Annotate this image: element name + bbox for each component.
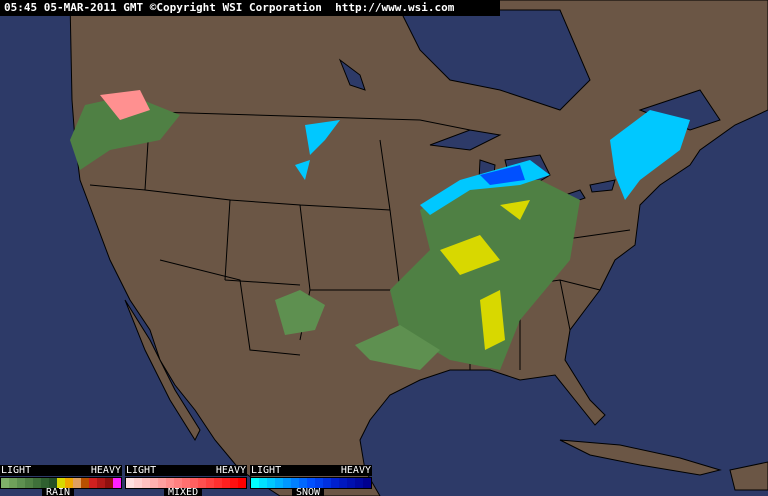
legend-swatch: [89, 478, 97, 488]
legend-title: RAIN: [42, 488, 75, 496]
legend-swatch: [25, 478, 33, 488]
legend-swatch: [158, 478, 166, 488]
legend-swatch: [41, 478, 49, 488]
legend-color-scale: [0, 477, 122, 489]
legend-swatch: [251, 478, 259, 488]
legend-swatch: [267, 478, 275, 488]
legend-swatch: [323, 478, 331, 488]
legend-swatch: [315, 478, 323, 488]
legend-swatch: [142, 478, 150, 488]
precipitation: [70, 90, 690, 370]
timestamp: 05:45 05-MAR-2011 GMT: [4, 1, 144, 14]
legend-swatch: [9, 478, 17, 488]
legend-swatch: [238, 478, 246, 488]
legend-swatch: [198, 478, 206, 488]
legend-swatch: [291, 478, 299, 488]
legend-swatch: [299, 478, 307, 488]
legend-swatch: [307, 478, 315, 488]
legend-swatch: [65, 478, 73, 488]
legend-swatch: [49, 478, 57, 488]
copyright: ©Copyright WSI Corporation: [149, 1, 322, 14]
legend-swatch: [230, 478, 238, 488]
legend-swatch: [73, 478, 81, 488]
legend-light-label: LIGHT: [126, 465, 157, 476]
legend-swatch: [355, 478, 363, 488]
legend-swatch: [126, 478, 134, 488]
legend-swatch: [166, 478, 174, 488]
legend-swatch: [347, 478, 355, 488]
legend-swatch: [182, 478, 190, 488]
legend-light-label: LIGHT: [1, 465, 32, 476]
legend-swatch: [150, 478, 158, 488]
lakes: [338, 9, 721, 213]
legend-light-label: LIGHT: [251, 465, 282, 476]
legend-heavy-label: HEAVY: [90, 465, 121, 476]
landmass: [69, 0, 768, 496]
legend-color-scale: [125, 477, 247, 489]
legend-heavy-label: HEAVY: [340, 465, 371, 476]
legend-swatch: [33, 478, 41, 488]
legend-swatch: [283, 478, 291, 488]
legend-swatch: [57, 478, 65, 488]
legend-swatch: [190, 478, 198, 488]
timestamp-header: 05:45 05-MAR-2011 GMT ©Copyright WSI Cor…: [0, 0, 500, 16]
legend-swatch: [97, 478, 105, 488]
legend-swatch: [259, 478, 267, 488]
legend-rain: LIGHT HEAVY RAIN: [0, 465, 122, 496]
legend-swatch: [81, 478, 89, 488]
legend-swatch: [363, 478, 371, 488]
legend-mixed: LIGHT HEAVY MIXED: [125, 465, 247, 496]
legend-swatch: [105, 478, 113, 488]
legend-swatch: [1, 478, 9, 488]
legend-swatch: [331, 478, 339, 488]
url[interactable]: http://www.wsi.com: [335, 1, 455, 14]
legend-snow: LIGHT HEAVY SNOW: [250, 465, 372, 496]
legend-swatch: [275, 478, 283, 488]
legend-title: MIXED: [164, 488, 203, 496]
legend-swatch: [17, 478, 25, 488]
legend-title: SNOW: [292, 488, 325, 496]
legend-heavy-label: HEAVY: [215, 465, 246, 476]
legend-swatch: [222, 478, 230, 488]
legend-swatch: [214, 478, 222, 488]
legend-swatch: [174, 478, 182, 488]
legend-swatch: [134, 478, 142, 488]
legend-swatch: [339, 478, 347, 488]
legend-swatch: [206, 478, 214, 488]
legend-swatch: [113, 478, 121, 488]
